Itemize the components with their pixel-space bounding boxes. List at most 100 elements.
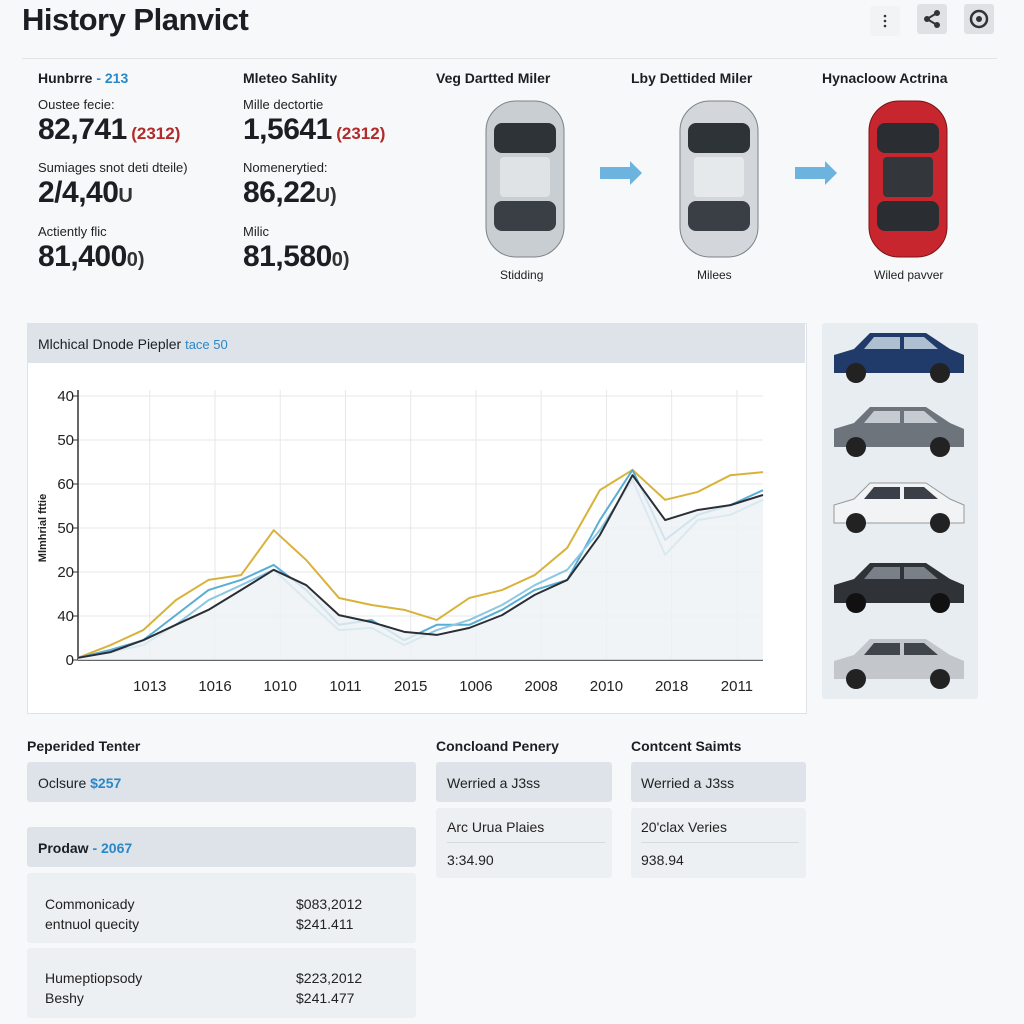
x-tick-label: 2015 — [394, 678, 427, 695]
item-value: 3:34.90 — [447, 852, 494, 868]
row-value: $241.477 — [296, 990, 355, 1006]
stat-value: 2/4,40 — [38, 176, 119, 209]
car-caption: Stidding — [500, 268, 544, 282]
divider — [641, 842, 799, 843]
stat-value-row: 82,741 (2312) — [38, 113, 180, 147]
y-tick-label: 50 — [57, 520, 74, 537]
stat-value: 82,741 — [38, 113, 127, 146]
chart-heading: Mlchical Dnode Piepler tace 50 — [38, 336, 228, 352]
chart-title: Mlchical Dnode Piepler — [38, 336, 182, 352]
panel-heading: Prodaw - 2067 — [38, 840, 132, 856]
x-tick-label: 2008 — [525, 678, 558, 695]
y-tick-label: 60 — [57, 476, 74, 493]
y-tick-label: 20 — [57, 564, 74, 581]
suv-images — [833, 333, 965, 689]
x-tick-label: 1010 — [264, 678, 297, 695]
chart-subtitle: tace 50 — [185, 337, 228, 352]
stat-label: Oustee fecie: — [38, 97, 115, 112]
stat-value-row: 1,5641 (2312) — [243, 113, 385, 147]
car-title: Lby Dettided Miler — [631, 70, 753, 86]
stat-value: 81,400 — [38, 240, 127, 273]
stat-value-row: 81,5800) — [243, 240, 350, 274]
item-value: 938.94 — [641, 852, 684, 868]
stat-label: Mille dectortie — [243, 97, 324, 112]
suv — [834, 639, 964, 689]
row-line: Humeptiopsody — [45, 970, 143, 986]
row-text: Commonicady entnuol quecity — [45, 894, 139, 934]
button[interactable] — [436, 762, 612, 802]
stat-note: U — [118, 185, 133, 207]
stat-label: Nomenerytied: — [243, 160, 328, 175]
stat-note: (2312) — [131, 124, 181, 143]
section-title: Concloand Penery — [436, 738, 559, 754]
item-card — [631, 808, 806, 878]
summary-bar — [27, 762, 416, 802]
car-image — [868, 100, 948, 258]
x-tick-label: 1013 — [133, 678, 166, 695]
suv — [834, 563, 964, 613]
x-tick-label: 1011 — [329, 678, 361, 695]
settings-button[interactable] — [964, 4, 994, 34]
arrow — [600, 161, 642, 185]
car-title: Veg Dartted Miler — [436, 70, 551, 86]
row-value: $083,2012 — [296, 896, 363, 912]
suv — [833, 482, 965, 533]
page-title: History Planvict — [22, 2, 249, 37]
car-image — [679, 100, 759, 258]
y-axis-label: Mlmhrial fttie — [37, 494, 49, 562]
stat-note: U) — [315, 185, 337, 207]
item-label: Arc Urua Plaies — [447, 819, 545, 835]
section-title: Contcent Saimts — [631, 738, 742, 754]
share-button[interactable] — [917, 4, 947, 34]
stat-heading: Mleteo Sahlity — [243, 70, 338, 86]
arrow — [795, 161, 837, 185]
row-values: $083,2012 $241.411 — [296, 894, 362, 934]
button[interactable] — [631, 762, 806, 802]
stat-value-row: 86,22U) — [243, 176, 337, 210]
stat-value: 81,580 — [243, 240, 332, 273]
car-caption: Wiled pavver — [874, 268, 944, 282]
stat-code: - 213 — [96, 70, 129, 86]
car-image — [485, 100, 565, 258]
stat-name: Hunbrre — [38, 70, 93, 86]
row-card — [27, 873, 416, 943]
button-label: Werried a J3ss — [447, 775, 541, 791]
panel-header — [27, 827, 416, 867]
panel-label: Prodaw — [38, 840, 89, 856]
suv — [834, 407, 964, 457]
area-shade — [78, 475, 763, 660]
car-title: Hynacloow Actrina — [822, 70, 948, 86]
divider — [22, 58, 997, 59]
stat-value-row: 81,4000) — [38, 240, 145, 274]
x-tick-label: 1016 — [198, 678, 231, 695]
section-title: Peperided Tenter — [27, 738, 141, 754]
stat-label: Actiently flic — [38, 224, 107, 239]
stat-note: 0) — [126, 249, 145, 271]
x-tick-label: 2010 — [590, 678, 623, 695]
x-tick-label: 2018 — [655, 678, 688, 695]
panel-code: - 2067 — [92, 840, 133, 856]
row-value: $223,2012 — [296, 970, 363, 986]
row-line: Commonicady — [45, 896, 135, 912]
row-line: Beshy — [45, 990, 84, 1006]
stat-value: 86,22 — [243, 176, 316, 209]
car-caption: Milees — [697, 268, 732, 282]
summary-value: $257 — [90, 775, 122, 791]
button-label: Werried a J3ss — [641, 775, 735, 791]
menu-button[interactable] — [870, 6, 900, 36]
item-card — [436, 808, 612, 878]
summary-label: Oclsure — [38, 775, 87, 791]
row-card — [27, 948, 416, 1018]
suv — [834, 333, 964, 383]
row-text: Humeptiopsody Beshy — [45, 968, 142, 1008]
summary-text: Oclsure $257 — [38, 775, 121, 791]
stat-label: Milic — [243, 224, 269, 239]
stat-heading: Hunbrre - 213 — [38, 70, 128, 86]
series-line — [77, 468, 764, 659]
row-line: entnuol quecity — [45, 916, 140, 932]
chart-header — [27, 323, 805, 363]
item-label: 20'clax Veries — [641, 819, 727, 835]
y-tick-label: 40 — [57, 388, 74, 405]
